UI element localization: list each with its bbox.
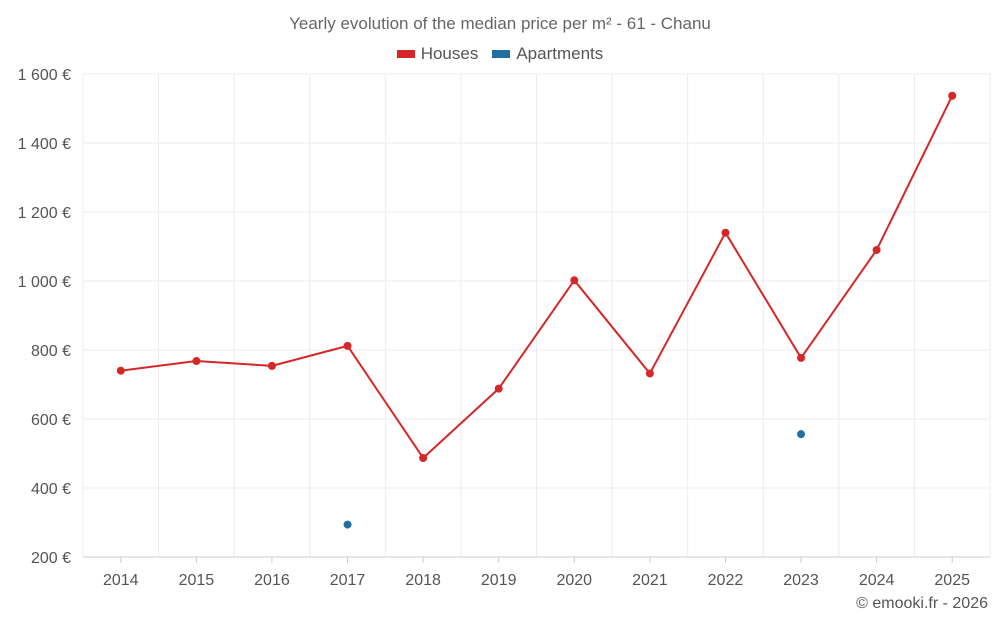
data-point-houses (570, 276, 579, 285)
chart-title: Yearly evolution of the median price per… (289, 14, 711, 33)
x-tick-label: 2023 (783, 572, 819, 589)
legend-item-houses[interactable]: Houses (396, 44, 479, 64)
data-point-houses (721, 228, 730, 237)
x-tick-label: 2014 (103, 572, 139, 589)
y-tick-label: 200 € (31, 550, 71, 567)
x-tick-label: 2021 (632, 572, 668, 589)
x-tick-label: 2019 (481, 572, 517, 589)
grid-layer (82, 73, 991, 557)
data-point-houses (948, 91, 957, 100)
data-point-houses (116, 366, 125, 375)
data-point-houses (797, 353, 806, 362)
data-point-houses (419, 453, 428, 462)
x-tick-label: 2024 (859, 572, 895, 589)
legend-label-houses: Houses (420, 44, 479, 63)
data-point-apartments (797, 430, 806, 439)
data-point-houses (645, 369, 654, 378)
credit-text: © emooki.fr - 2026 (856, 595, 988, 612)
data-point-houses (343, 341, 352, 350)
x-tick-label: 2017 (330, 572, 366, 589)
legend-item-apartments[interactable]: Apartments (492, 44, 603, 64)
y-tick-label: 1 400 € (18, 136, 71, 153)
x-tick-label: 2025 (934, 572, 970, 589)
data-point-houses (192, 357, 201, 366)
x-tick-label: 2015 (179, 572, 215, 589)
y-tick-label: 600 € (31, 412, 71, 429)
x-tick-label: 2018 (405, 572, 441, 589)
legend-swatch-houses (396, 50, 415, 58)
x-tick-label: 2022 (708, 572, 744, 589)
y-tick-label: 1 200 € (18, 205, 71, 222)
series-layer (116, 91, 957, 529)
x-tick-label: 2016 (254, 572, 290, 589)
x-tick-label: 2020 (556, 572, 592, 589)
chart-legend: Houses Apartments (0, 44, 1000, 64)
data-point-houses (494, 384, 503, 393)
legend-label-apartments: Apartments (516, 44, 604, 63)
y-tick-label: 1 600 € (18, 67, 71, 84)
data-point-houses (872, 245, 881, 254)
data-point-apartments (343, 520, 352, 529)
series-line-houses (120, 95, 954, 459)
data-point-houses (267, 361, 276, 370)
y-tick-label: 1 000 € (18, 274, 71, 291)
legend-swatch-apartments (492, 50, 511, 58)
y-tick-label: 800 € (31, 343, 71, 360)
y-tick-label: 400 € (31, 481, 71, 498)
axis-layer: 200 € 400 € 600 € 800 € 1 000 € 1 200 € 1 400 … (18, 67, 990, 589)
